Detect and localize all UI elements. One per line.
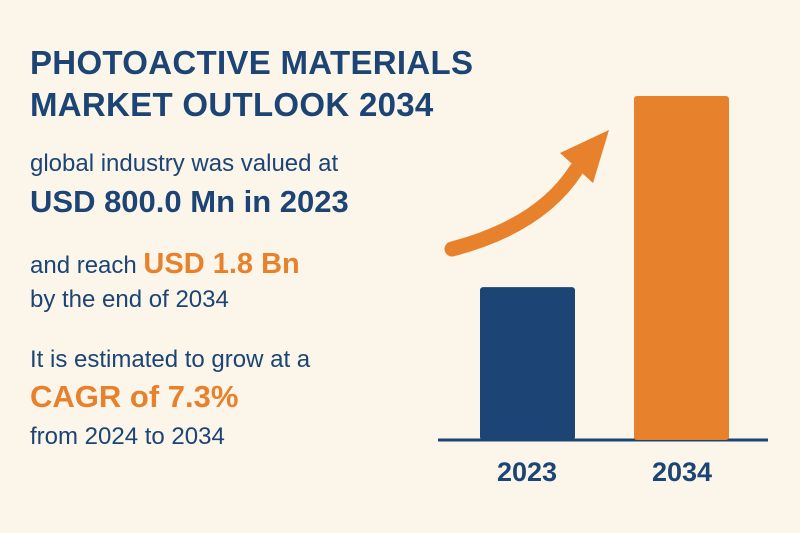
title-line-2: MARKET OUTLOOK 2034 bbox=[30, 86, 434, 123]
growth-arrow-shaft bbox=[444, 162, 584, 257]
growth-arrow-head bbox=[560, 130, 609, 183]
valued-amount: USD 800.0 Mn in 2023 bbox=[30, 184, 349, 219]
x-tick-label-2034: 2034 bbox=[652, 457, 712, 487]
cagr-intro: It is estimated to grow at a bbox=[30, 346, 311, 373]
x-tick-label-2023: 2023 bbox=[497, 457, 557, 487]
title-line-1: PHOTOACTIVE MATERIALS bbox=[30, 44, 474, 81]
reach-amount: USD 1.8 Bn bbox=[143, 248, 300, 280]
cagr-value: CAGR of 7.3% bbox=[30, 379, 239, 414]
bar-2023 bbox=[480, 287, 575, 440]
reach-suffix: by the end of 2034 bbox=[30, 286, 229, 313]
cagr-period: from 2024 to 2034 bbox=[30, 423, 225, 450]
bar-2034 bbox=[634, 96, 729, 440]
valued-intro: global industry was valued at bbox=[30, 150, 339, 177]
page-title: PHOTOACTIVE MATERIALS MARKET OUTLOOK 203… bbox=[30, 42, 473, 126]
reach-prefix: and reach bbox=[30, 252, 137, 279]
reach-line: and reach USD 1.8 Bn bbox=[30, 250, 300, 280]
